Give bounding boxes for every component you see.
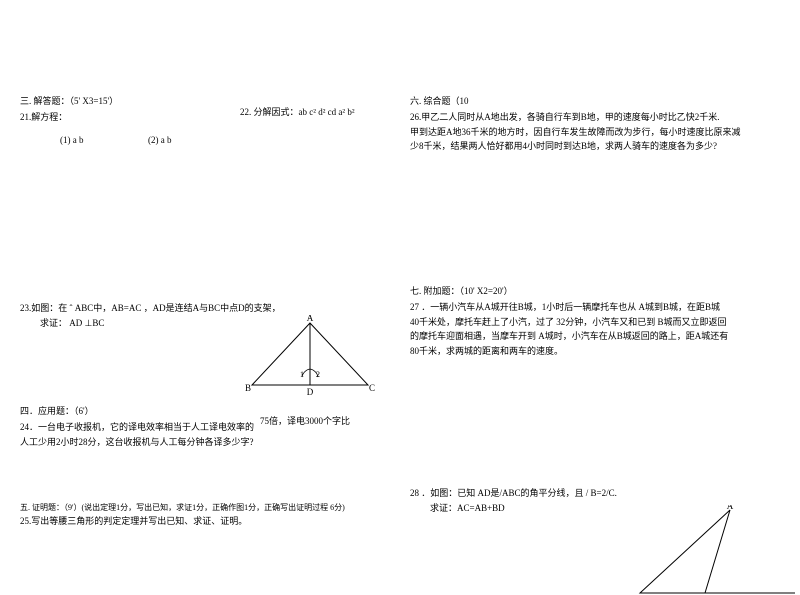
problem-21-sub2: (2) a b <box>148 135 172 145</box>
problem-26-l2: 甲到达距A地36千米的地方时，因自行车发生故障而改为步行，每小时速度比原来减 <box>410 126 780 139</box>
svg-text:2: 2 <box>316 370 320 379</box>
svg-text:B: B <box>245 383 251 393</box>
svg-text:A: A <box>727 505 734 511</box>
triangle-28-figure: A <box>620 505 800 595</box>
svg-text:A: A <box>307 315 314 323</box>
problem-27-l3: 的摩托车迎面相遇，当摩车开到 A城时，小汽车在从B城返回的路上，距A城还有 <box>410 330 780 343</box>
problem-28-l1: 28 ．如图：已知 AD是/ABC的角平分线，且 / B=2/C. <box>410 487 780 500</box>
problem-26-l1: 26.甲乙二人同时从A地出发，各骑自行车到B地，甲的速度每小时比乙快2千米. <box>410 111 780 124</box>
section-3-title: 三. 解答题：（5' X3=15'） <box>20 94 172 107</box>
svg-text:C: C <box>369 383 375 393</box>
svg-text:D: D <box>307 387 314 397</box>
triangle-abc-figure: A B C D 1 2 <box>240 315 380 400</box>
problem-22: 22. 分解因式：ab c² d² cd a² b² <box>240 106 355 119</box>
problem-21-sub1: (1) a b <box>20 135 84 145</box>
problem-25: 25.写出等腰三角形的判定定理并写出已知、求证、证明。 <box>20 515 345 528</box>
section-4-title: 四．应用题：（6'） <box>20 404 254 417</box>
problem-27-l1: 27 ．一辆小汽车从A城开往B城，1小时后一辆摩托车也从 A城到B城，在距B城 <box>410 301 780 314</box>
problem-27-l2: 40千米处，摩托车赶上了小汽，过了 32分钟，小汽车又和已到 B城而又立即返回 <box>410 316 780 329</box>
problem-23-line1: 23.如图：在 ˆ ABC中，AB=AC ，AD是连结A与BC中点D的支架， <box>20 302 281 315</box>
problem-24-right: 75倍，译电3000个字比 <box>260 415 350 428</box>
problem-26-l3: 少8千米，结果两人恰好都用4小时同时到达B地，求两人骑车的速度各为多少? <box>410 140 780 153</box>
problem-27-l4: 80千米，求两城的距离和两车的速度。 <box>410 345 780 358</box>
problem-21: 21.解方程： <box>20 111 172 124</box>
problem-24-line1: 24．一台电子收报机，它的译电效率相当于人工译电效率的 <box>20 421 254 434</box>
section-5-title: 五. 证明题：（9'）(说出定理1分，写出已知，求证1分，正确作图1分，正确写出… <box>20 502 345 513</box>
section-6-title: 六. 综合题（10 <box>410 94 780 107</box>
problem-24-line2: 人工少用2小时28分，这台收报机与人工每分钟各译多少字? <box>20 436 254 449</box>
svg-text:1: 1 <box>300 370 304 379</box>
section-7-title: 七. 附加题：（10' X2=20'） <box>410 284 780 297</box>
